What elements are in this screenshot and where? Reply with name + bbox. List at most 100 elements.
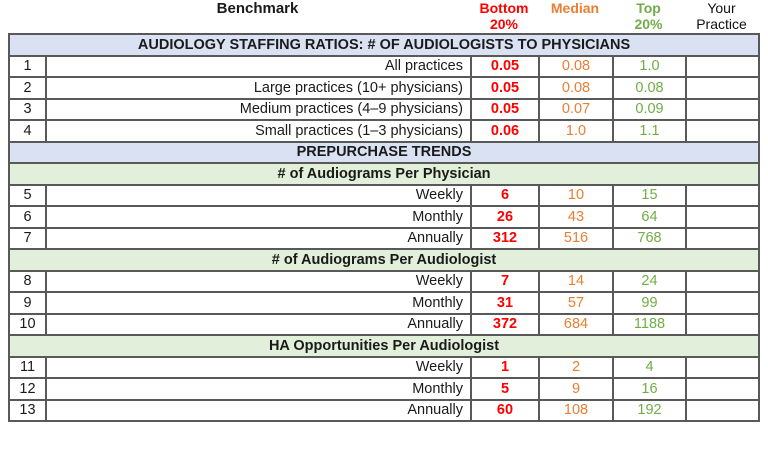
top20-value: 99 bbox=[612, 291, 687, 315]
top20-value: 1188 bbox=[612, 312, 687, 336]
median-value: 14 bbox=[538, 269, 614, 293]
table-row: 8 Weekly 7 14 24 bbox=[8, 269, 761, 293]
top20-value: 192 bbox=[612, 398, 687, 422]
row-number: 1 bbox=[8, 54, 47, 78]
table-row: 10 Annually 372 684 1188 bbox=[8, 312, 761, 336]
table-row: 11 Weekly 1 2 4 bbox=[8, 355, 761, 379]
table-row: 7 Annually 312 516 768 bbox=[8, 226, 761, 250]
section-band: # of Audiograms Per Audiologist bbox=[7, 248, 761, 272]
your-practice-cell[interactable] bbox=[684, 226, 761, 250]
row-label: Medium practices (4–9 physicians) bbox=[45, 97, 472, 121]
bottom20-value: 0.05 bbox=[470, 54, 540, 78]
header-spacer bbox=[8, 1, 45, 33]
row-number: 6 bbox=[8, 205, 47, 229]
section-title: # of Audiograms Per Physician bbox=[7, 162, 761, 186]
row-label: Large practices (10+ physicians) bbox=[45, 76, 472, 100]
median-value: 43 bbox=[538, 205, 614, 229]
row-label: Weekly bbox=[45, 269, 472, 293]
row-label: Annually bbox=[45, 398, 472, 422]
column-headers: Benchmark Bottom 20% Median Top 20% Your… bbox=[8, 0, 758, 33]
row-number: 5 bbox=[8, 183, 47, 207]
section-band: AUDIOLOGY STAFFING RATIOS: # OF AUDIOLOG… bbox=[7, 33, 761, 57]
your-practice-cell[interactable] bbox=[684, 76, 761, 100]
row-number: 10 bbox=[8, 312, 47, 336]
top20-value: 15 bbox=[612, 183, 687, 207]
median-value: 57 bbox=[538, 291, 614, 315]
section-title: PREPURCHASE TRENDS bbox=[7, 140, 761, 164]
your-practice-cell[interactable] bbox=[684, 119, 761, 143]
table-row: 12 Monthly 5 9 16 bbox=[8, 377, 761, 401]
bottom20-value: 0.05 bbox=[470, 97, 540, 121]
top20-value: 1.0 bbox=[612, 54, 687, 78]
median-value: 516 bbox=[538, 226, 614, 250]
bottom20-value: 60 bbox=[470, 398, 540, 422]
bottom20-value: 0.06 bbox=[470, 119, 540, 143]
your-practice-cell[interactable] bbox=[684, 54, 761, 78]
top20-value: 4 bbox=[612, 355, 687, 379]
row-number: 12 bbox=[8, 377, 47, 401]
bottom20-header: Bottom 20% bbox=[479, 0, 529, 32]
section-title: HA Opportunities Per Audiologist bbox=[7, 334, 761, 358]
row-label: Weekly bbox=[45, 355, 472, 379]
top20-value: 1.1 bbox=[612, 119, 687, 143]
top20-value: 64 bbox=[612, 205, 687, 229]
bottom20-value: 6 bbox=[470, 183, 540, 207]
median-value: 684 bbox=[538, 312, 614, 336]
row-number: 13 bbox=[8, 398, 47, 422]
median-header: Median bbox=[550, 0, 600, 16]
bottom20-value: 372 bbox=[470, 312, 540, 336]
your-practice-cell[interactable] bbox=[684, 355, 761, 379]
table-row: 4 Small practices (1–3 physicians) 0.06 1.0… bbox=[8, 119, 761, 143]
benchmark-header-label: Benchmark bbox=[216, 0, 299, 17]
row-label: All practices bbox=[45, 54, 472, 78]
your-practice-cell[interactable] bbox=[684, 269, 761, 293]
median-value: 108 bbox=[538, 398, 614, 422]
your-practice-cell[interactable] bbox=[684, 398, 761, 422]
top20-value: 24 bbox=[612, 269, 687, 293]
your-practice-header: Your Practice bbox=[696, 0, 747, 32]
section-band: # of Audiograms Per Physician bbox=[7, 162, 761, 186]
table-row: 2 Large practices (10+ physicians) 0.05 0.0… bbox=[8, 76, 761, 100]
bottom20-value: 26 bbox=[470, 205, 540, 229]
top20-value: 0.08 bbox=[612, 76, 687, 100]
your-practice-cell[interactable] bbox=[684, 291, 761, 315]
table-row: 13 Annually 60 108 192 bbox=[8, 398, 761, 422]
median-value: 9 bbox=[538, 377, 614, 401]
row-label: Monthly bbox=[45, 205, 472, 229]
table-row: 3 Medium practices (4–9 physicians) 0.05 0.… bbox=[8, 97, 761, 121]
median-value: 10 bbox=[538, 183, 614, 207]
median-value: 0.08 bbox=[538, 76, 614, 100]
top20-value: 768 bbox=[612, 226, 687, 250]
row-number: 9 bbox=[8, 291, 47, 315]
your-practice-cell[interactable] bbox=[684, 183, 761, 207]
row-label: Monthly bbox=[45, 291, 472, 315]
your-practice-cell[interactable] bbox=[684, 312, 761, 336]
row-number: 11 bbox=[8, 355, 47, 379]
section-title: AUDIOLOGY STAFFING RATIOS: # OF AUDIOLOG… bbox=[7, 33, 761, 57]
your-practice-cell[interactable] bbox=[684, 205, 761, 229]
top20-value: 0.09 bbox=[612, 97, 687, 121]
table-row: 9 Monthly 31 57 99 bbox=[8, 291, 761, 315]
section-title: # of Audiograms Per Audiologist bbox=[7, 248, 761, 272]
your-practice-cell[interactable] bbox=[684, 97, 761, 121]
section-band: PREPURCHASE TRENDS bbox=[7, 140, 761, 164]
top20-value: 16 bbox=[612, 377, 687, 401]
row-number: 2 bbox=[8, 76, 47, 100]
row-label: Monthly bbox=[45, 377, 472, 401]
bottom20-value: 0.05 bbox=[470, 76, 540, 100]
benchmark-table-body: AUDIOLOGY STAFFING RATIOS: # OF AUDIOLOG… bbox=[7, 33, 761, 422]
row-label: Weekly bbox=[45, 183, 472, 207]
row-number: 3 bbox=[8, 97, 47, 121]
median-value: 1.0 bbox=[538, 119, 614, 143]
row-number: 8 bbox=[8, 269, 47, 293]
table-row: 6 Monthly 26 43 64 bbox=[8, 205, 761, 229]
your-practice-cell[interactable] bbox=[684, 377, 761, 401]
bottom20-value: 1 bbox=[470, 355, 540, 379]
row-label: Small practices (1–3 physicians) bbox=[45, 119, 472, 143]
top20-header: Top 20% bbox=[634, 0, 663, 32]
section-band: HA Opportunities Per Audiologist bbox=[7, 334, 761, 358]
row-number: 4 bbox=[8, 119, 47, 143]
row-number: 7 bbox=[8, 226, 47, 250]
median-value: 0.07 bbox=[538, 97, 614, 121]
